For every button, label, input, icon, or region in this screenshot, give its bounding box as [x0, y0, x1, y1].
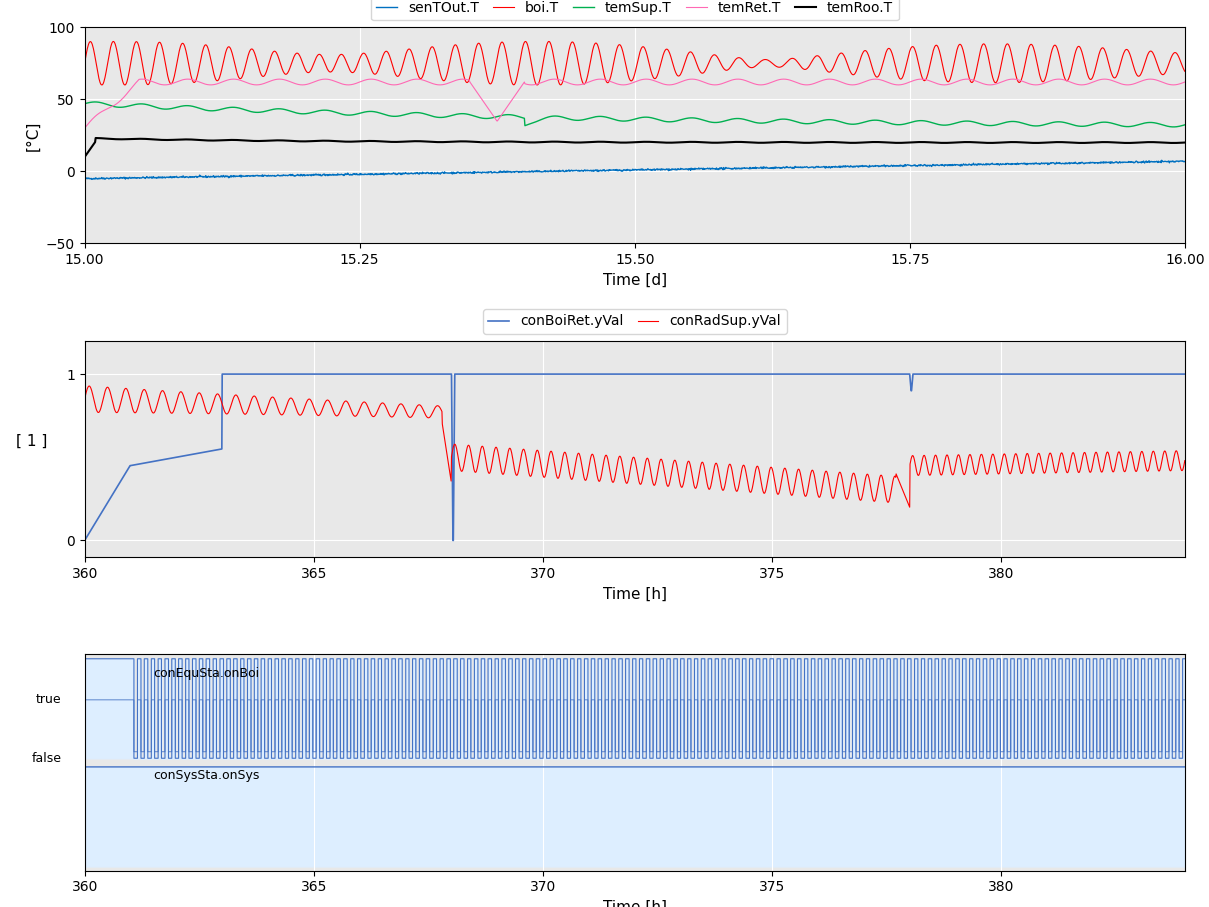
- temRet.T: [1146, 73, 1161, 84]
- temRoo.T: [1146, 137, 1161, 148]
- conRadSup.yVal: [82, 381, 97, 392]
- temRoo.T: [88, 132, 103, 143]
- senTOut.T: [1178, 156, 1192, 167]
- senTOut.T: [1146, 156, 1161, 167]
- senTOut.T: [613, 165, 627, 176]
- conBoiRet.yVal: [499, 368, 514, 379]
- senTOut.T: [944, 160, 959, 171]
- temRet.T: [77, 122, 92, 133]
- temRoo.T: [77, 151, 92, 162]
- conRadSup.yVal: [499, 453, 514, 463]
- temRet.T: [944, 78, 959, 89]
- boi.T: [1147, 50, 1162, 61]
- temSup.T: [1146, 117, 1161, 128]
- temSup.T: [1178, 120, 1192, 131]
- temRet.T: [1178, 76, 1192, 87]
- senTOut.T: [1146, 157, 1161, 168]
- Y-axis label: [ 1 ]: [ 1 ]: [16, 434, 47, 449]
- Text: conEquSta.onBoi: conEquSta.onBoi: [154, 668, 260, 680]
- conBoiRet.yVal: [1037, 368, 1052, 379]
- Y-axis label: [°C]: [°C]: [25, 120, 40, 151]
- conBoiRet.yVal: [203, 445, 218, 456]
- Line: temRoo.T: temRoo.T: [85, 138, 1185, 157]
- conRadSup.yVal: [1178, 455, 1192, 466]
- senTOut.T: [77, 173, 92, 184]
- senTOut.T: [584, 165, 598, 176]
- temSup.T: [613, 115, 627, 126]
- X-axis label: Time [h]: Time [h]: [603, 900, 666, 907]
- conBoiRet.yVal: [548, 368, 562, 379]
- senTOut.T: [85, 174, 99, 185]
- temSup.T: [1146, 117, 1161, 128]
- temRoo.T: [134, 133, 149, 144]
- Text: false: false: [31, 752, 62, 765]
- conRadSup.yVal: [1039, 466, 1053, 477]
- boi.T: [94, 80, 109, 91]
- X-axis label: Time [d]: Time [d]: [602, 273, 667, 288]
- conRadSup.yVal: [902, 502, 916, 512]
- Line: temRet.T: temRet.T: [85, 79, 1185, 128]
- Legend: conBoiRet.yVal, conRadSup.yVal: conBoiRet.yVal, conRadSup.yVal: [482, 309, 787, 334]
- Line: senTOut.T: senTOut.T: [85, 161, 1185, 180]
- temRet.T: [613, 79, 627, 90]
- boi.T: [944, 67, 959, 78]
- boi.T: [1146, 49, 1161, 60]
- temSup.T: [1165, 122, 1180, 132]
- temRoo.T: [1178, 137, 1192, 148]
- temRet.T: [133, 73, 147, 84]
- X-axis label: Time [h]: Time [h]: [603, 587, 666, 601]
- boi.T: [613, 40, 627, 51]
- boi.T: [584, 50, 598, 61]
- temRet.T: [1146, 73, 1161, 84]
- boi.T: [77, 58, 92, 69]
- Line: conBoiRet.yVal: conBoiRet.yVal: [85, 374, 1185, 541]
- conRadSup.yVal: [548, 460, 562, 471]
- conBoiRet.yVal: [77, 535, 92, 546]
- Line: conRadSup.yVal: conRadSup.yVal: [85, 386, 1185, 507]
- Text: conSysSta.onSys: conSysSta.onSys: [154, 769, 260, 782]
- temSup.T: [584, 112, 598, 123]
- temRoo.T: [944, 137, 959, 148]
- conBoiRet.yVal: [215, 368, 230, 379]
- temRet.T: [272, 73, 287, 84]
- senTOut.T: [1155, 155, 1169, 166]
- senTOut.T: [134, 172, 149, 183]
- boi.T: [1178, 66, 1192, 77]
- conBoiRet.yVal: [1178, 368, 1192, 379]
- temRoo.T: [1146, 137, 1161, 148]
- conRadSup.yVal: [1157, 446, 1172, 457]
- temSup.T: [88, 96, 103, 107]
- boi.T: [134, 56, 149, 67]
- temSup.T: [77, 98, 92, 109]
- Line: temSup.T: temSup.T: [85, 102, 1185, 127]
- Line: boi.T: boi.T: [85, 42, 1185, 85]
- conRadSup.yVal: [77, 394, 92, 405]
- temRet.T: [584, 76, 598, 87]
- conRadSup.yVal: [203, 405, 218, 416]
- Text: true: true: [36, 693, 62, 707]
- temRoo.T: [584, 137, 598, 148]
- conBoiRet.yVal: [1156, 368, 1170, 379]
- temSup.T: [944, 119, 959, 130]
- boi.T: [106, 36, 121, 47]
- temSup.T: [134, 99, 149, 110]
- Legend: senTOut.T, boi.T, temSup.T, temRet.T, temRoo.T: senTOut.T, boi.T, temSup.T, temRet.T, te…: [371, 0, 898, 20]
- temRoo.T: [613, 137, 627, 148]
- conRadSup.yVal: [268, 396, 283, 407]
- conBoiRet.yVal: [268, 368, 283, 379]
